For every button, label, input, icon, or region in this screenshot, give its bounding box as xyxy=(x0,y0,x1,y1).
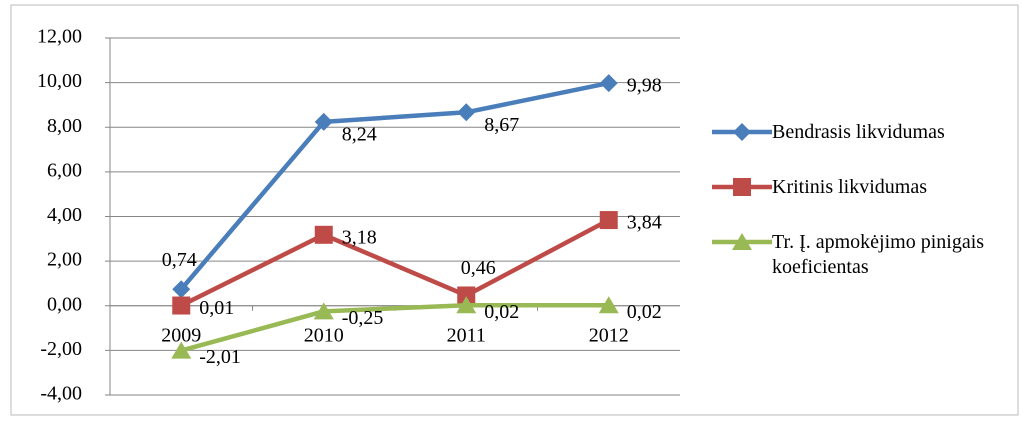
point xyxy=(599,74,618,93)
chart-border xyxy=(10,4,1019,416)
data-label: 3,18 xyxy=(342,226,377,248)
data-label: 3,84 xyxy=(627,212,662,234)
legend-marker xyxy=(733,178,751,196)
data-label: 0,01 xyxy=(199,297,234,319)
point xyxy=(172,296,191,315)
data-label: 8,24 xyxy=(342,123,377,145)
point xyxy=(314,112,333,131)
point xyxy=(456,296,477,314)
x-tick-label: 2009 xyxy=(161,324,201,346)
point xyxy=(457,286,476,305)
series-line xyxy=(180,303,609,353)
point xyxy=(313,302,334,320)
data-label: 0,74 xyxy=(162,249,197,271)
data-label: -0,25 xyxy=(342,307,384,329)
y-tick-label: 8,00 xyxy=(47,115,82,137)
legend-swatch xyxy=(712,178,772,196)
y-tick-label: 4,00 xyxy=(47,204,82,226)
legend-item: Kritinis likvidumas xyxy=(712,175,1012,200)
legend-label: Bendrasis likvidumas xyxy=(772,121,945,143)
legend-marker xyxy=(733,123,751,141)
legend-item: Tr. Į. apmokėjimo pinigais koeficientas xyxy=(712,230,1012,280)
point xyxy=(172,280,191,299)
legend-label: Kritinis likvidumas xyxy=(772,176,927,198)
data-label: 0,02 xyxy=(627,301,662,323)
legend: Bendrasis likvidumas Kritinis likvidumas T… xyxy=(712,120,1012,310)
y-tick-label: -2,00 xyxy=(40,338,82,360)
y-tick-label: 2,00 xyxy=(47,249,82,271)
x-tick-label: 2010 xyxy=(304,324,344,346)
point xyxy=(171,341,192,359)
legend-swatch xyxy=(712,123,772,141)
legend-marker xyxy=(732,233,752,250)
series-line xyxy=(179,80,610,291)
point xyxy=(457,103,476,122)
legend-label: Tr. Į. apmokėjimo pinigais koeficientas xyxy=(772,231,985,278)
y-tick-label: 10,00 xyxy=(37,70,82,92)
data-label: 9,98 xyxy=(627,75,662,97)
series-line xyxy=(180,218,610,308)
y-tick-label: 6,00 xyxy=(47,159,82,181)
x-tick-label: 2011 xyxy=(447,324,486,346)
data-label: 0,46 xyxy=(461,257,496,279)
legend-swatch xyxy=(712,233,772,250)
y-tick-label: 12,00 xyxy=(37,26,82,48)
point xyxy=(599,211,618,230)
y-tick-label: -4,00 xyxy=(40,383,82,405)
data-label: 0,02 xyxy=(484,301,519,323)
point xyxy=(314,225,333,244)
y-tick-label: 0,00 xyxy=(47,293,82,315)
data-label: -2,01 xyxy=(199,346,241,368)
legend-item: Bendrasis likvidumas xyxy=(712,120,1012,145)
data-label: 8,67 xyxy=(484,114,519,136)
point xyxy=(598,296,619,314)
x-tick-label: 2012 xyxy=(589,324,629,346)
